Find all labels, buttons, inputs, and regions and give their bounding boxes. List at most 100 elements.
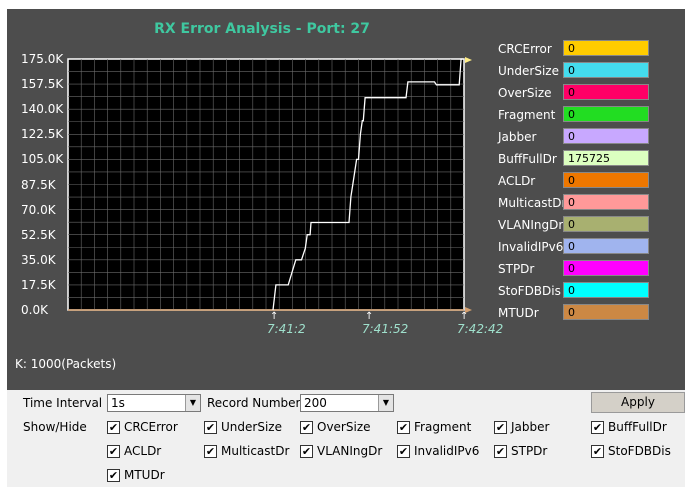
- legend-name: CRCError: [498, 42, 552, 56]
- time-interval-select[interactable]: 1s ▼: [107, 394, 201, 412]
- checkbox-label: MTUDr: [124, 468, 165, 482]
- legend-item: MulticastDr 0: [498, 194, 658, 212]
- record-number-value: 200: [304, 396, 327, 410]
- checkmark-icon[interactable]: ✔: [300, 421, 313, 434]
- checkbox-label: OverSize: [317, 420, 371, 434]
- legend-value: 0: [563, 128, 649, 144]
- y-tick-label: 87.5K: [21, 177, 56, 192]
- legend-item: ACLDr 0: [498, 172, 658, 190]
- legend-item: InvalidIPv6 0: [498, 238, 658, 256]
- checkbox-label: ACLDr: [124, 444, 162, 458]
- legend-value: 0: [563, 216, 649, 232]
- checkbox-label: STPDr: [511, 444, 548, 458]
- legend-value: 0: [563, 194, 649, 210]
- y-tick-label: 157.5K: [21, 77, 64, 92]
- chart-panel: RX Error Analysis - Port: 27 175.0K 157.5…: [7, 9, 685, 390]
- time-interval-label: Time Interval: [23, 396, 103, 410]
- legend-name: VLANIngDr: [498, 218, 564, 232]
- legend-name: UnderSize: [498, 64, 559, 78]
- time-interval-value: 1s: [111, 396, 125, 410]
- y-tick-label: 0.0K: [21, 303, 48, 317]
- legend-item: BuffFullDr 175725: [498, 150, 658, 168]
- legend-value: 0: [563, 84, 649, 100]
- checkmark-icon[interactable]: ✔: [107, 445, 120, 458]
- checkbox-label: BuffFullDr: [608, 420, 667, 434]
- checkmark-icon[interactable]: ✔: [397, 421, 410, 434]
- checkbox-label: CRCError: [124, 420, 178, 434]
- series-end-marker: [465, 57, 472, 63]
- x-tick-label: 7:41:52: [362, 322, 409, 336]
- checkbox-label: Jabber: [511, 420, 550, 434]
- checkmark-icon[interactable]: ✔: [204, 421, 217, 434]
- legend-name: STPDr: [498, 262, 535, 276]
- units-label: K: 1000(Packets): [15, 357, 117, 371]
- chevron-down-icon[interactable]: ▼: [378, 395, 393, 411]
- plot-area: [67, 57, 472, 313]
- x-tick-label: 7:42:42: [457, 322, 504, 336]
- checkmark-icon[interactable]: ✔: [591, 421, 604, 434]
- legend-name: MulticastDr: [498, 196, 567, 210]
- legend-item: Jabber 0: [498, 128, 658, 146]
- checkmark-icon[interactable]: ✔: [494, 445, 507, 458]
- checkbox-label: InvalidIPv6: [414, 444, 480, 458]
- x-tick-label: 7:41:2: [267, 322, 306, 336]
- checkmark-icon[interactable]: ✔: [204, 445, 217, 458]
- y-tick-label: 35.0K: [21, 252, 56, 267]
- record-number-label: Record Number: [207, 396, 301, 410]
- y-tick-label: 52.5K: [21, 227, 56, 242]
- legend-item: CRCError 0: [498, 40, 658, 58]
- legend-name: OverSize: [498, 86, 552, 100]
- controls-bar: Time Interval 1s ▼ Record Number 200 ▼ A…: [7, 390, 685, 487]
- legend-item: OverSize 0: [498, 84, 658, 102]
- legend-item: UnderSize 0: [498, 62, 658, 80]
- y-tick-label: 17.5K: [21, 277, 56, 292]
- legend-value: 0: [563, 304, 649, 320]
- x-tick-arrow-icon: ↑: [365, 311, 374, 322]
- y-tick-label: 122.5K: [21, 127, 64, 142]
- legend-item: Fragment 0: [498, 106, 658, 124]
- checkmark-icon[interactable]: ✔: [494, 421, 507, 434]
- legend-name: ACLDr: [498, 174, 536, 188]
- legend-name: Fragment: [498, 108, 556, 122]
- checkmark-icon[interactable]: ✔: [300, 445, 313, 458]
- chevron-down-icon[interactable]: ▼: [185, 395, 200, 411]
- y-tick-label: 140.0K: [21, 102, 64, 117]
- x-tick-arrow-icon: ↑: [270, 311, 279, 322]
- y-tick-label: 70.0K: [21, 202, 56, 217]
- legend-value: 0: [563, 282, 649, 298]
- legend-value: 0: [563, 260, 649, 276]
- checkbox-label: StoFDBDis: [608, 444, 671, 458]
- x-tick-arrow-icon: ↑: [460, 311, 469, 322]
- legend-name: Jabber: [498, 130, 537, 144]
- checkbox-label: MulticastDr: [221, 444, 290, 458]
- series-line-bufffulldr: [272, 58, 463, 311]
- checkbox-label: Fragment: [414, 420, 472, 434]
- legend-value: 0: [563, 172, 649, 188]
- legend-name: MTUDr: [498, 306, 539, 320]
- legend-item: StoFDBDis 0: [498, 282, 658, 300]
- checkmark-icon[interactable]: ✔: [397, 445, 410, 458]
- y-tick-label: 175.0K: [21, 52, 64, 66]
- apply-button[interactable]: Apply: [591, 392, 685, 413]
- checkmark-icon[interactable]: ✔: [107, 469, 120, 482]
- chart-title: RX Error Analysis - Port: 27: [154, 21, 370, 37]
- legend-name: StoFDBDis: [498, 284, 561, 298]
- checkmark-icon[interactable]: ✔: [107, 421, 120, 434]
- legend-value: 0: [563, 40, 649, 56]
- legend-value: 0: [563, 62, 649, 78]
- legend-item: MTUDr 0: [498, 304, 658, 322]
- show-hide-label: Show/Hide: [23, 420, 87, 434]
- legend-name: InvalidIPv6: [498, 240, 564, 254]
- checkmark-icon[interactable]: ✔: [591, 445, 604, 458]
- checkbox-label: VLANIngDr: [317, 444, 383, 458]
- legend-value: 0: [563, 106, 649, 122]
- checkbox-label: UnderSize: [221, 420, 282, 434]
- legend-value: 175725: [563, 150, 649, 166]
- legend-item: VLANIngDr 0: [498, 216, 658, 234]
- legend-item: STPDr 0: [498, 260, 658, 278]
- y-tick-label: 105.0K: [21, 152, 64, 167]
- axis-end-marker: [465, 307, 472, 313]
- legend-value: 0: [563, 238, 649, 254]
- record-number-select[interactable]: 200 ▼: [300, 394, 394, 412]
- legend-name: BuffFullDr: [498, 152, 557, 166]
